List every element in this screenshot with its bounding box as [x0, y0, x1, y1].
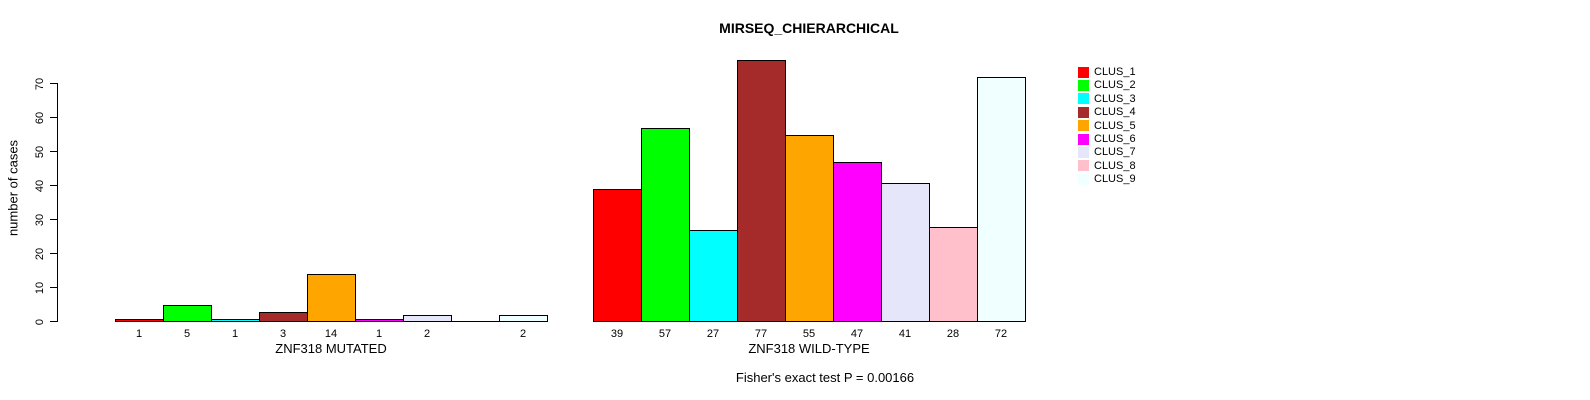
y-axis-tick-label: 20: [34, 247, 46, 261]
bar-clus_2: [163, 305, 212, 322]
bar-clus_5: [785, 135, 834, 322]
legend-item: CLUS_2: [1078, 79, 1136, 91]
bar-zero-clus_8: [451, 321, 500, 322]
bar-value-label: 5: [183, 328, 191, 340]
legend-item: CLUS_4: [1078, 106, 1136, 118]
bar-clus_1: [115, 319, 164, 322]
legend-label: CLUS_2: [1094, 79, 1136, 92]
y-axis-line: [57, 83, 58, 322]
bar-value-label: 2: [519, 328, 527, 340]
legend-label: CLUS_5: [1094, 119, 1136, 132]
y-axis-tick: [50, 321, 57, 322]
legend-item: CLUS_9: [1078, 173, 1136, 185]
y-axis-tick: [50, 219, 57, 220]
y-axis-label: number of cases: [5, 139, 21, 237]
y-axis-tick: [50, 83, 57, 84]
bar-value-label: 1: [135, 328, 143, 340]
legend-swatch-clus_3: [1078, 93, 1089, 105]
bar-value-label: 39: [610, 328, 624, 340]
bar-clus_3: [689, 230, 738, 322]
bar-value-label: 77: [754, 328, 768, 340]
y-axis-tick: [50, 151, 57, 152]
bar-value-label: 28: [946, 328, 960, 340]
bar-value-label: 2: [423, 328, 431, 340]
legend-label: CLUS_4: [1094, 106, 1136, 119]
legend-label: CLUS_3: [1094, 92, 1136, 105]
legend-item: CLUS_7: [1078, 146, 1136, 158]
y-axis-tick-label: 50: [34, 145, 46, 159]
bar-clus_6: [833, 162, 882, 322]
bar-value-label: 14: [324, 328, 338, 340]
legend-swatch-clus_9: [1078, 173, 1089, 185]
bar-clus_5: [307, 274, 356, 322]
bar-clus_4: [259, 312, 308, 322]
x-group-label-mutated: ZNF318 MUTATED: [275, 341, 387, 356]
bar-value-label: 27: [706, 328, 720, 340]
bar-clus_6: [355, 319, 404, 322]
legend-item: CLUS_6: [1078, 133, 1136, 145]
bar-clus_7: [881, 183, 930, 322]
bar-value-label: 55: [802, 328, 816, 340]
legend-item: CLUS_3: [1078, 93, 1136, 105]
bar-value-label: 41: [898, 328, 912, 340]
legend-label: CLUS_9: [1094, 173, 1136, 186]
bar-clus_3: [211, 319, 260, 322]
legend-swatch-clus_8: [1078, 160, 1089, 172]
legend-swatch-clus_4: [1078, 106, 1089, 118]
legend-swatch-clus_7: [1078, 146, 1089, 158]
legend-swatch-clus_5: [1078, 120, 1089, 132]
legend-label: CLUS_6: [1094, 133, 1136, 145]
bar-value-label: 1: [375, 328, 383, 340]
bar-clus_2: [641, 128, 690, 322]
fisher-test-annotation: Fisher's exact test P = 0.00166: [735, 370, 915, 385]
bar-clus_7: [403, 315, 452, 322]
bar-value-label: 3: [279, 328, 287, 340]
y-axis-tick-label: 40: [34, 179, 46, 193]
legend-item: CLUS_8: [1078, 160, 1136, 172]
chart-title: MIRSEQ_CHIERARCHICAL: [719, 20, 899, 36]
legend-swatch-clus_6: [1078, 133, 1089, 145]
bar-value-label: 47: [850, 328, 864, 340]
y-axis-tick-label: 70: [34, 77, 46, 91]
bar-value-label: 57: [658, 328, 672, 340]
bar-clus_9: [977, 77, 1026, 322]
legend-item: CLUS_5: [1078, 120, 1136, 132]
y-axis-tick-label: 60: [34, 111, 46, 125]
bar-value-label: 1: [231, 328, 239, 340]
y-axis-tick-label: 10: [34, 281, 46, 295]
y-axis-tick: [50, 185, 57, 186]
bar-clus_9: [499, 315, 548, 322]
y-axis-tick: [50, 117, 57, 118]
y-axis-tick: [50, 287, 57, 288]
legend-item: CLUS_1: [1078, 66, 1136, 78]
bar-value-label: 72: [994, 328, 1008, 340]
bar-clus_4: [737, 60, 786, 322]
legend-label: CLUS_1: [1094, 66, 1136, 78]
x-group-label-wildtype: ZNF318 WILD-TYPE: [748, 341, 870, 356]
y-axis-tick: [50, 253, 57, 254]
legend-swatch-clus_2: [1078, 79, 1089, 91]
legend-label: CLUS_8: [1094, 159, 1136, 172]
legend-swatch-clus_1: [1078, 66, 1089, 78]
y-axis-tick-label: 30: [34, 213, 46, 227]
y-axis-tick-label: 0: [34, 318, 46, 326]
bar-clus_8: [929, 227, 978, 322]
legend-label: CLUS_7: [1094, 146, 1136, 159]
bar-clus_1: [593, 189, 642, 322]
